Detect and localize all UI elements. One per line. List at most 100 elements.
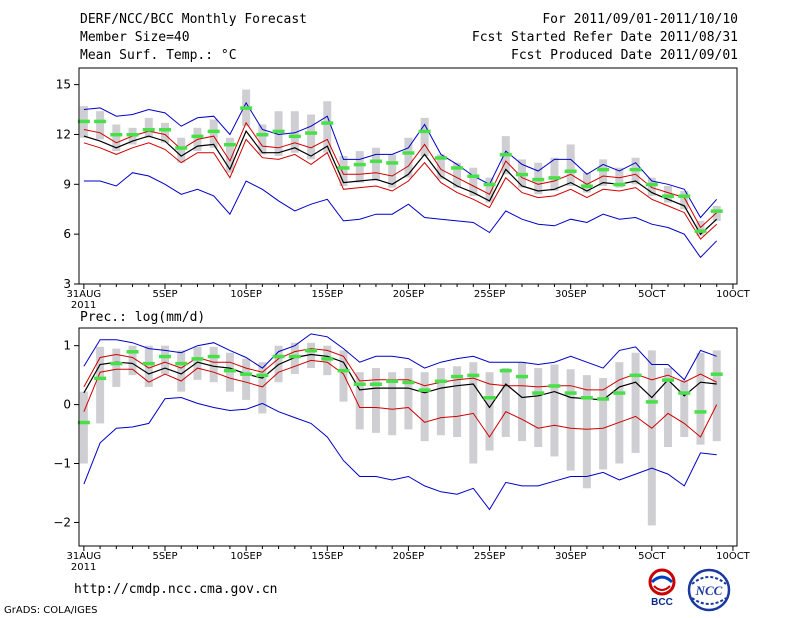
temp-median-dash [434,156,447,160]
precip-line-max [83,333,717,381]
footer-url[interactable]: http://cmdp.ncc.cma.gov.cn [74,582,278,597]
temp-box [647,177,656,196]
precip-median-dash [142,361,155,366]
temp-median-dash [159,127,172,132]
precip-box [712,350,721,442]
temp-median-dash [369,159,382,164]
precip-box [680,379,689,437]
precip-median-dash [175,361,188,366]
precip-box [258,362,267,414]
precip-median-dash [645,400,658,404]
temp-box [582,172,591,193]
precip-ytick-label: −2 [53,515,71,529]
precip-box [96,346,105,424]
variable-label: Mean Surf. Temp.: °C [80,48,237,63]
precip-median-dash [434,379,447,384]
precip-ytick-label: 0 [63,398,71,412]
temp-box [177,137,186,163]
precip-median-dash [110,361,123,366]
temp-box [371,147,380,181]
precip-median-dash [499,368,512,373]
temp-xtick-sublabel: 2011 [71,300,96,311]
precip-median-dash [159,354,172,359]
temp-median-dash [597,167,610,172]
bcc-logo-text: BCC [651,597,673,608]
temp-median-dash [386,161,399,165]
temp-box [290,111,299,153]
precip-median-dash [451,374,464,379]
temp-box [550,157,559,191]
temp-median-dash [710,209,723,213]
precip-ytick-label: −1 [53,457,71,471]
precip-median-dash [710,372,723,376]
temp-box [209,119,218,148]
temp-box [453,162,462,188]
temp-ytick-label: 12 [56,127,71,141]
precip-median-dash [678,391,691,395]
temp-median-dash [175,146,188,150]
precip-median-dash [94,376,107,381]
temp-median-dash [142,127,155,132]
temp-xtick-label: 25SEP [474,289,505,300]
precip-median-dash [467,373,480,378]
precip-median-dash [597,397,610,401]
temp-median-dash [613,182,626,187]
temp-box [664,185,673,203]
temp-median-dash [418,129,431,134]
temp-median-dash [580,184,593,188]
precip-xtick-label: 20SEP [393,551,424,562]
temp-box [274,111,283,157]
precip-box [696,352,705,445]
temp-line-max [83,101,718,219]
precip-box [517,362,526,442]
temp-median-dash [532,177,545,182]
precip-xtick-label: 25SEP [474,551,505,562]
precip-box [436,368,445,436]
precip-median-dash [272,354,285,359]
precip-median-dash [694,410,707,414]
precip-xtick-label: 31AUG [67,551,102,562]
precip-box [664,368,673,448]
forecast-title: DERF/NCC/BCC Monthly Forecast [80,12,307,27]
temp-median-dash [694,229,707,233]
temp-box [307,114,316,160]
precip-median-dash [580,396,593,400]
precip-median-dash [305,348,318,353]
precip-box [388,372,397,436]
precip-median-dash [483,396,496,400]
precip-xtick-label: 5OCT [638,551,666,562]
precip-xtick-label: 10SEP [230,551,261,562]
precip-median-dash [337,368,350,373]
temp-median-dash [77,119,90,124]
precip-median-dash [662,378,675,382]
temp-median-dash [288,134,301,139]
temp-xtick-label: 5SEP [152,289,177,300]
precip-box [485,372,494,451]
precip-box [647,350,656,526]
temp-xtick-label: 31AUG [67,289,102,300]
temp-median-dash [515,172,528,177]
temp-median-dash [548,176,561,180]
temp-line-spread_lower [83,138,718,240]
precip-median-dash [613,391,626,395]
precip-median-dash [629,373,642,378]
precip-box [177,350,186,392]
precip-box [307,342,316,369]
temp-median-dash [305,131,318,135]
precip-line-spread_lower [83,359,718,438]
precip-median-dash [191,357,204,361]
forecast-period: For 2011/09/01-2011/10/10 [542,12,738,27]
temp-line-spread_upper [83,121,718,229]
precip-xtick-label: 15SEP [312,551,343,562]
grads-credit: GrADS: COLA/IGES [4,605,98,616]
temp-box [355,151,364,183]
temp-median-dash [94,119,107,124]
precip-box [128,345,137,376]
precip-xtick-label: 30SEP [555,551,586,562]
temp-xtick-label: 10SEP [230,289,261,300]
precip-box [339,350,348,402]
precip-box [242,358,251,400]
temp-median-dash [499,152,512,157]
temp-box [404,137,413,178]
